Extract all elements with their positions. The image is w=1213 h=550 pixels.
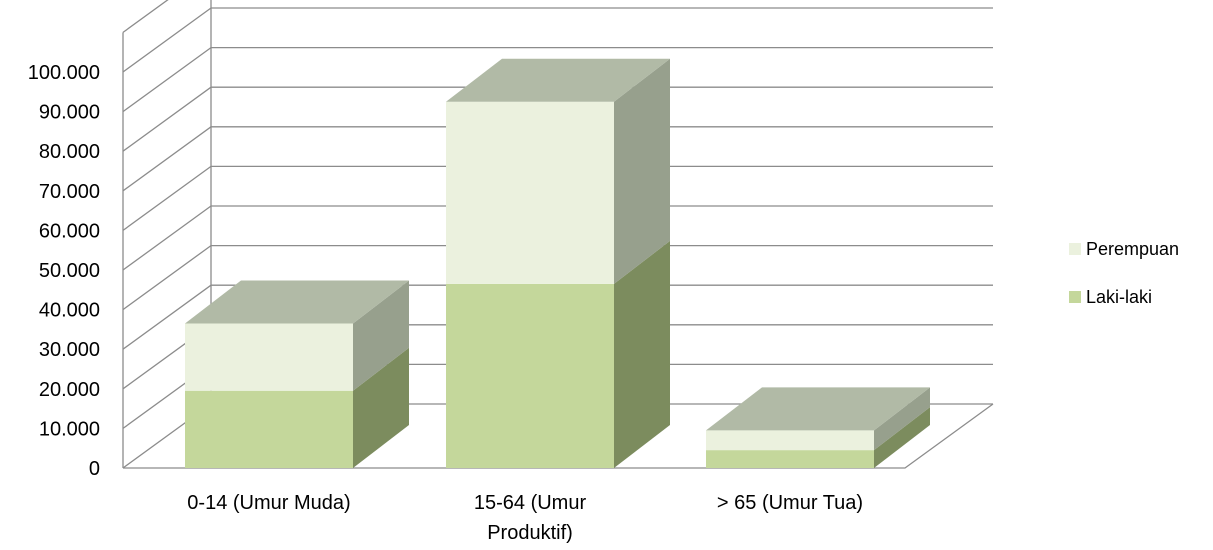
gridlines — [122, 0, 994, 469]
y-tick-label: 100.000 — [28, 62, 100, 84]
legend-label: Laki-laki — [1086, 287, 1152, 307]
bar-side-perempuan — [874, 387, 930, 451]
y-tick-label: 70.000 — [39, 181, 100, 203]
legend-swatch — [1069, 291, 1081, 303]
bar-segment-laki-laki — [446, 283, 614, 468]
y-tick-label: 20.000 — [39, 379, 100, 401]
y-tick-label: 10.000 — [39, 418, 100, 440]
bars — [185, 58, 930, 468]
y-tick-label: 80.000 — [39, 141, 100, 163]
bar-top — [185, 280, 409, 324]
gridline — [122, 0, 169, 33]
x-axis: 0-14 (Umur Muda) 15-64 (Umur Produktif) > 6… — [187, 492, 863, 544]
bar-side-laki-laki — [874, 407, 930, 468]
x-tick-label: 0-14 (Umur Muda) — [187, 492, 350, 514]
y-tick-label: 90.000 — [39, 102, 100, 124]
floor-edge — [123, 403, 994, 469]
bar-segment-laki-laki — [185, 390, 353, 468]
bar-top — [706, 387, 930, 431]
y-tick-label: 0 — [89, 458, 100, 480]
legend: Perempuan Laki-laki — [1069, 239, 1179, 307]
bar-segment-perempuan — [706, 430, 874, 451]
bar-side-perempuan — [353, 280, 409, 391]
bar-side-laki-laki — [353, 347, 409, 468]
bar-segment-perempuan — [185, 323, 353, 391]
x-tick-label: 15-64 (Umur Produktif) — [474, 492, 587, 544]
bar-top — [446, 58, 670, 102]
y-axis: 0 10.000 20.000 30.000 40.000 50.000 60.000 70.… — [28, 62, 100, 480]
bar-side-laki-laki — [614, 240, 670, 468]
y-tick-label: 50.000 — [39, 260, 100, 282]
y-tick-label: 30.000 — [39, 339, 100, 361]
bar-side-perempuan — [614, 58, 670, 284]
y-tick-label: 60.000 — [39, 220, 100, 242]
y-tick-label: 40.000 — [39, 300, 100, 322]
x-tick-label: > 65 (Umur Tua) — [717, 492, 863, 514]
bar-segment-perempuan — [446, 101, 614, 284]
legend-label: Perempuan — [1086, 239, 1179, 259]
bar-segment-laki-laki — [706, 450, 874, 468]
legend-swatch — [1069, 243, 1081, 255]
